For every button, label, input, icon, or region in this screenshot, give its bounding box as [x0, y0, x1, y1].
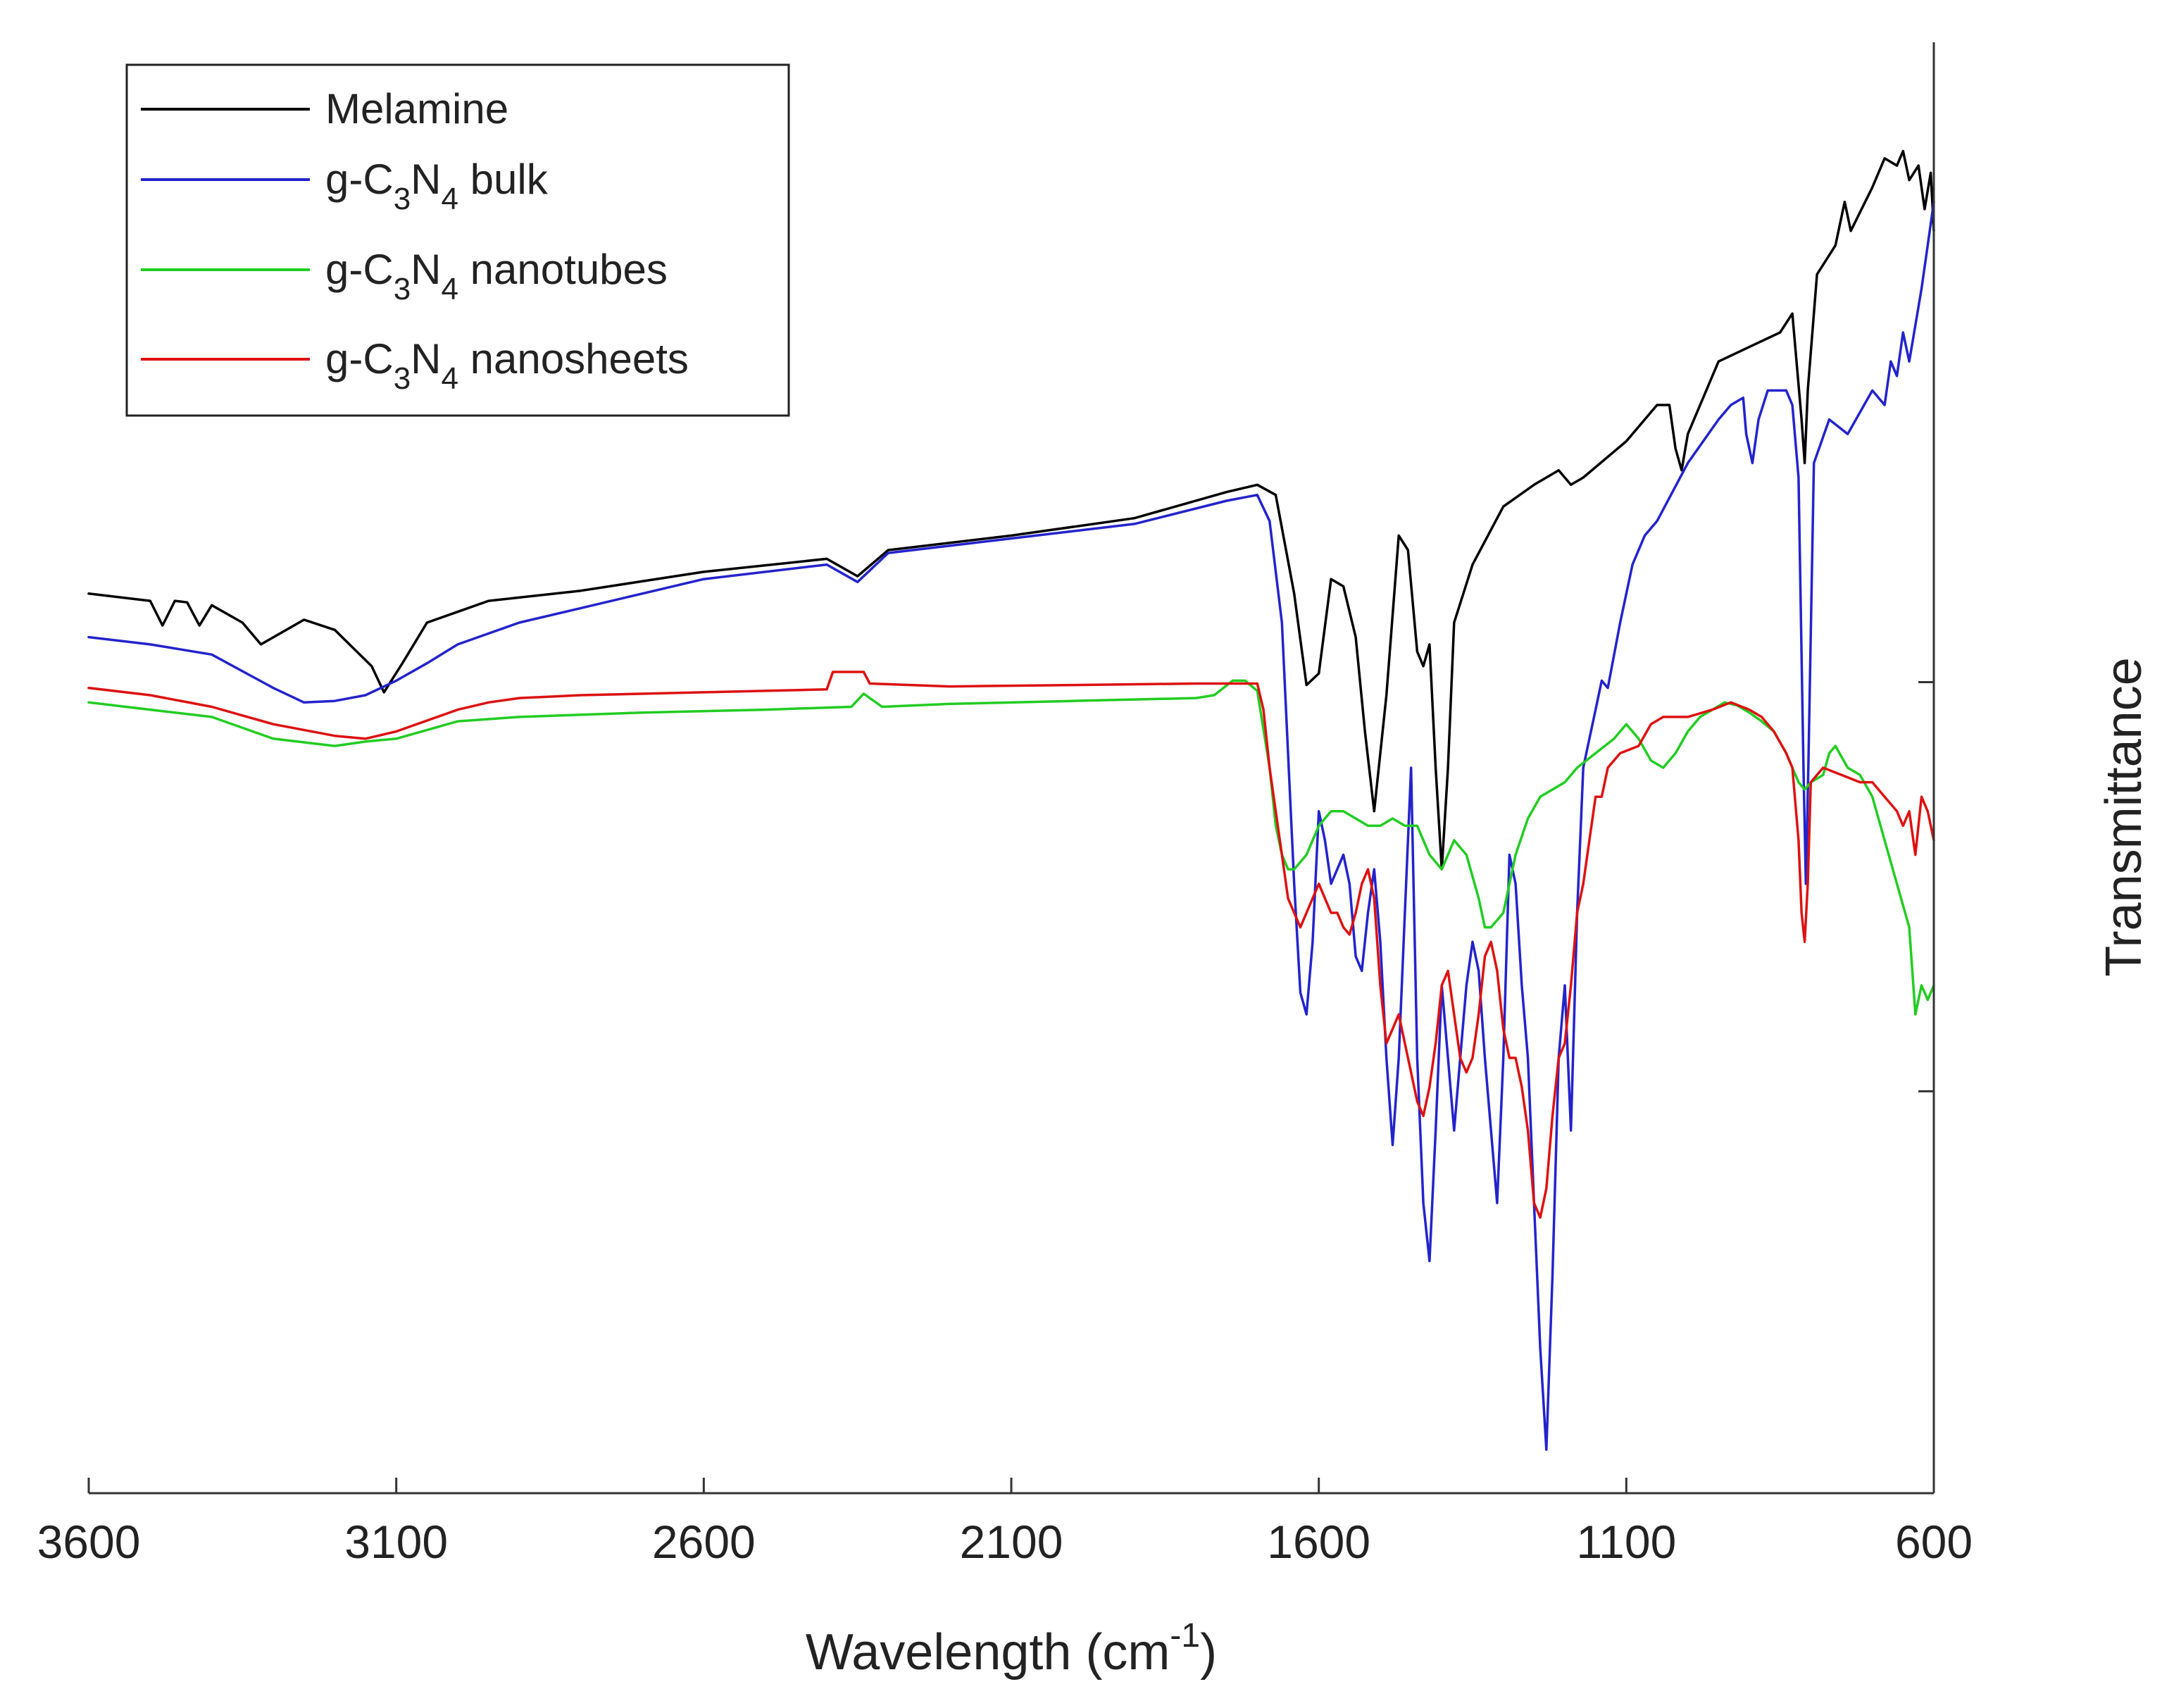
legend-label-prefix: g-C: [325, 335, 394, 382]
legend-label-1: g-C3N4 bulk: [325, 156, 549, 216]
x-tick-label: 2100: [960, 1516, 1063, 1568]
legend-label-2: g-C3N4 nanotubes: [325, 246, 668, 306]
x-axis-title-exponent: -1: [1170, 1617, 1200, 1654]
y-ticks: [1918, 680, 1934, 1092]
series-line-3: [87, 671, 1935, 1219]
legend-label-prefix: g-C: [325, 156, 394, 203]
legend-box: [125, 63, 790, 417]
x-tick-label: 3100: [344, 1516, 448, 1568]
legend-label-sub1: 3: [394, 361, 411, 396]
legend-label-sub1: 3: [394, 272, 411, 306]
legend-label-sub2: 4: [442, 361, 458, 396]
x-axis-title-close: ): [1200, 1624, 1217, 1681]
legend-label-sub2: 4: [442, 272, 458, 306]
x-tick-label: 2600: [652, 1516, 756, 1568]
legend-label-mid: N: [411, 156, 441, 203]
legend-label-suffix: bulk: [458, 156, 549, 203]
legend-label-suffix: nanosheets: [458, 335, 689, 382]
series-line-2: [87, 679, 1935, 1016]
legend-label-mid: N: [411, 335, 441, 382]
x-tick-label: 1600: [1267, 1516, 1370, 1568]
x-axis-title-base: Wavelength (cm: [806, 1624, 1170, 1681]
legend-label-sub1: 3: [394, 182, 411, 216]
series-layer: [87, 149, 1935, 1451]
legend-label-suffix: nanotubes: [458, 246, 668, 293]
legend-label-sub2: 4: [442, 182, 458, 216]
x-tick-label: 600: [1895, 1516, 1973, 1568]
x-tick-label: 3600: [37, 1516, 141, 1568]
x-tick-label: 1100: [1576, 1516, 1676, 1568]
series-line-1: [87, 200, 1935, 1451]
legend-label-prefix: Melamine: [325, 85, 508, 132]
legend-label-prefix: g-C: [325, 246, 394, 293]
series-line-0: [87, 149, 1935, 871]
legend-label-mid: N: [411, 246, 441, 293]
x-axis-title: Wavelength (cm-1): [806, 1617, 1217, 1681]
legend-label-0: Melamine: [325, 85, 508, 132]
x-ticks: 3600 3100 2600 2100 1600 1100 600: [37, 1478, 1973, 1568]
y-axis-title: Transmittance: [2096, 657, 2152, 976]
legend-label-3: g-C3N4 nanosheets: [325, 335, 689, 396]
